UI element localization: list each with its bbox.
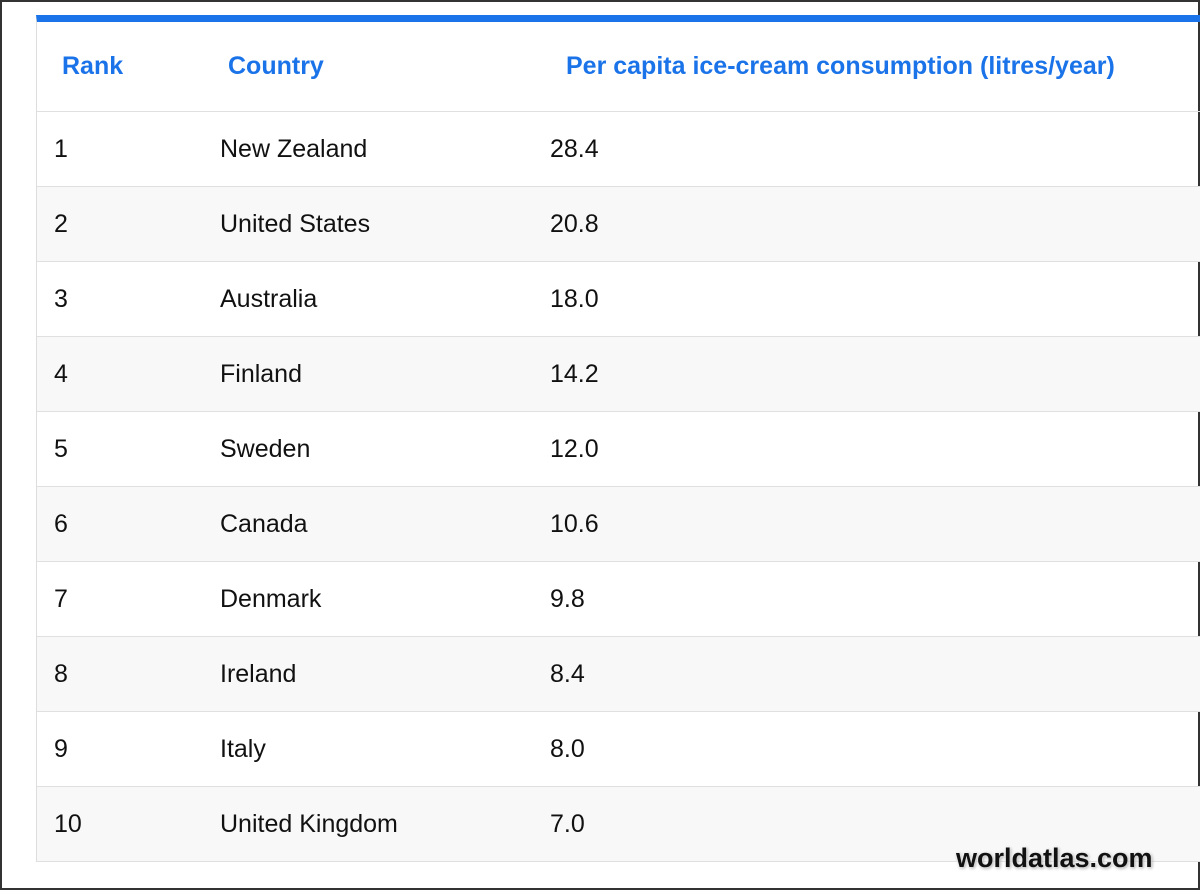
cell-country: Australia (220, 284, 318, 313)
cell-rank: 2 (54, 209, 68, 238)
cell-country: United States (220, 209, 371, 238)
header-country: Country (228, 52, 324, 80)
cell-country: Italy (220, 734, 266, 763)
table-row: 8 Ireland 8.4 (37, 637, 1200, 712)
cell-value: 18.0 (550, 284, 599, 313)
table-body: 1 New Zealand 28.4 2 United States 20.8 3 Austr… (37, 112, 1200, 862)
table-row: 3 Australia 18.0 (37, 262, 1200, 337)
cell-value: 9.8 (550, 584, 585, 613)
cell-rank: 10 (54, 809, 82, 838)
cell-rank: 5 (54, 434, 68, 463)
cell-value: 7.0 (550, 809, 585, 838)
cell-value: 20.8 (550, 209, 599, 238)
cell-country: United Kingdom (220, 809, 398, 838)
cell-value: 8.0 (550, 734, 585, 763)
table-row: 7 Denmark 9.8 (37, 562, 1200, 637)
cell-country: Sweden (220, 434, 311, 463)
cell-value: 10.6 (550, 509, 599, 538)
cell-country: New Zealand (220, 134, 368, 163)
header-value: Per capita ice-cream consumption (litres… (566, 52, 1115, 80)
table-header: Rank Country Per capita ice-cream consum… (37, 22, 1200, 112)
table-row: 5 Sweden 12.0 (37, 412, 1200, 487)
cell-rank: 9 (54, 734, 68, 763)
header-rank: Rank (62, 52, 124, 80)
watermark-logo: worldatlas.com (956, 843, 1153, 873)
cell-rank: 4 (54, 359, 68, 388)
ranking-table: Rank Country Per capita ice-cream consum… (36, 15, 1200, 862)
cell-rank: 6 (54, 509, 68, 538)
cell-country: Denmark (220, 584, 322, 613)
table-row: 6 Canada 10.6 (37, 487, 1200, 562)
cell-rank: 7 (54, 584, 68, 613)
cell-rank: 3 (54, 284, 68, 313)
cell-country: Finland (220, 359, 302, 388)
table-row: 4 Finland 14.2 (37, 337, 1200, 412)
cell-value: 28.4 (550, 134, 599, 163)
table-row: 1 New Zealand 28.4 (37, 112, 1200, 187)
cell-rank: 1 (54, 134, 68, 163)
table-row: 2 United States 20.8 (37, 187, 1200, 262)
cell-value: 12.0 (550, 434, 599, 463)
table-row: 10 United Kingdom 7.0 (37, 787, 1200, 862)
cell-country: Ireland (220, 659, 297, 688)
cell-value: 8.4 (550, 659, 585, 688)
cell-rank: 8 (54, 659, 68, 688)
cell-country: Canada (220, 509, 308, 538)
cell-value: 14.2 (550, 359, 599, 388)
table-row: 9 Italy 8.0 (37, 712, 1200, 787)
